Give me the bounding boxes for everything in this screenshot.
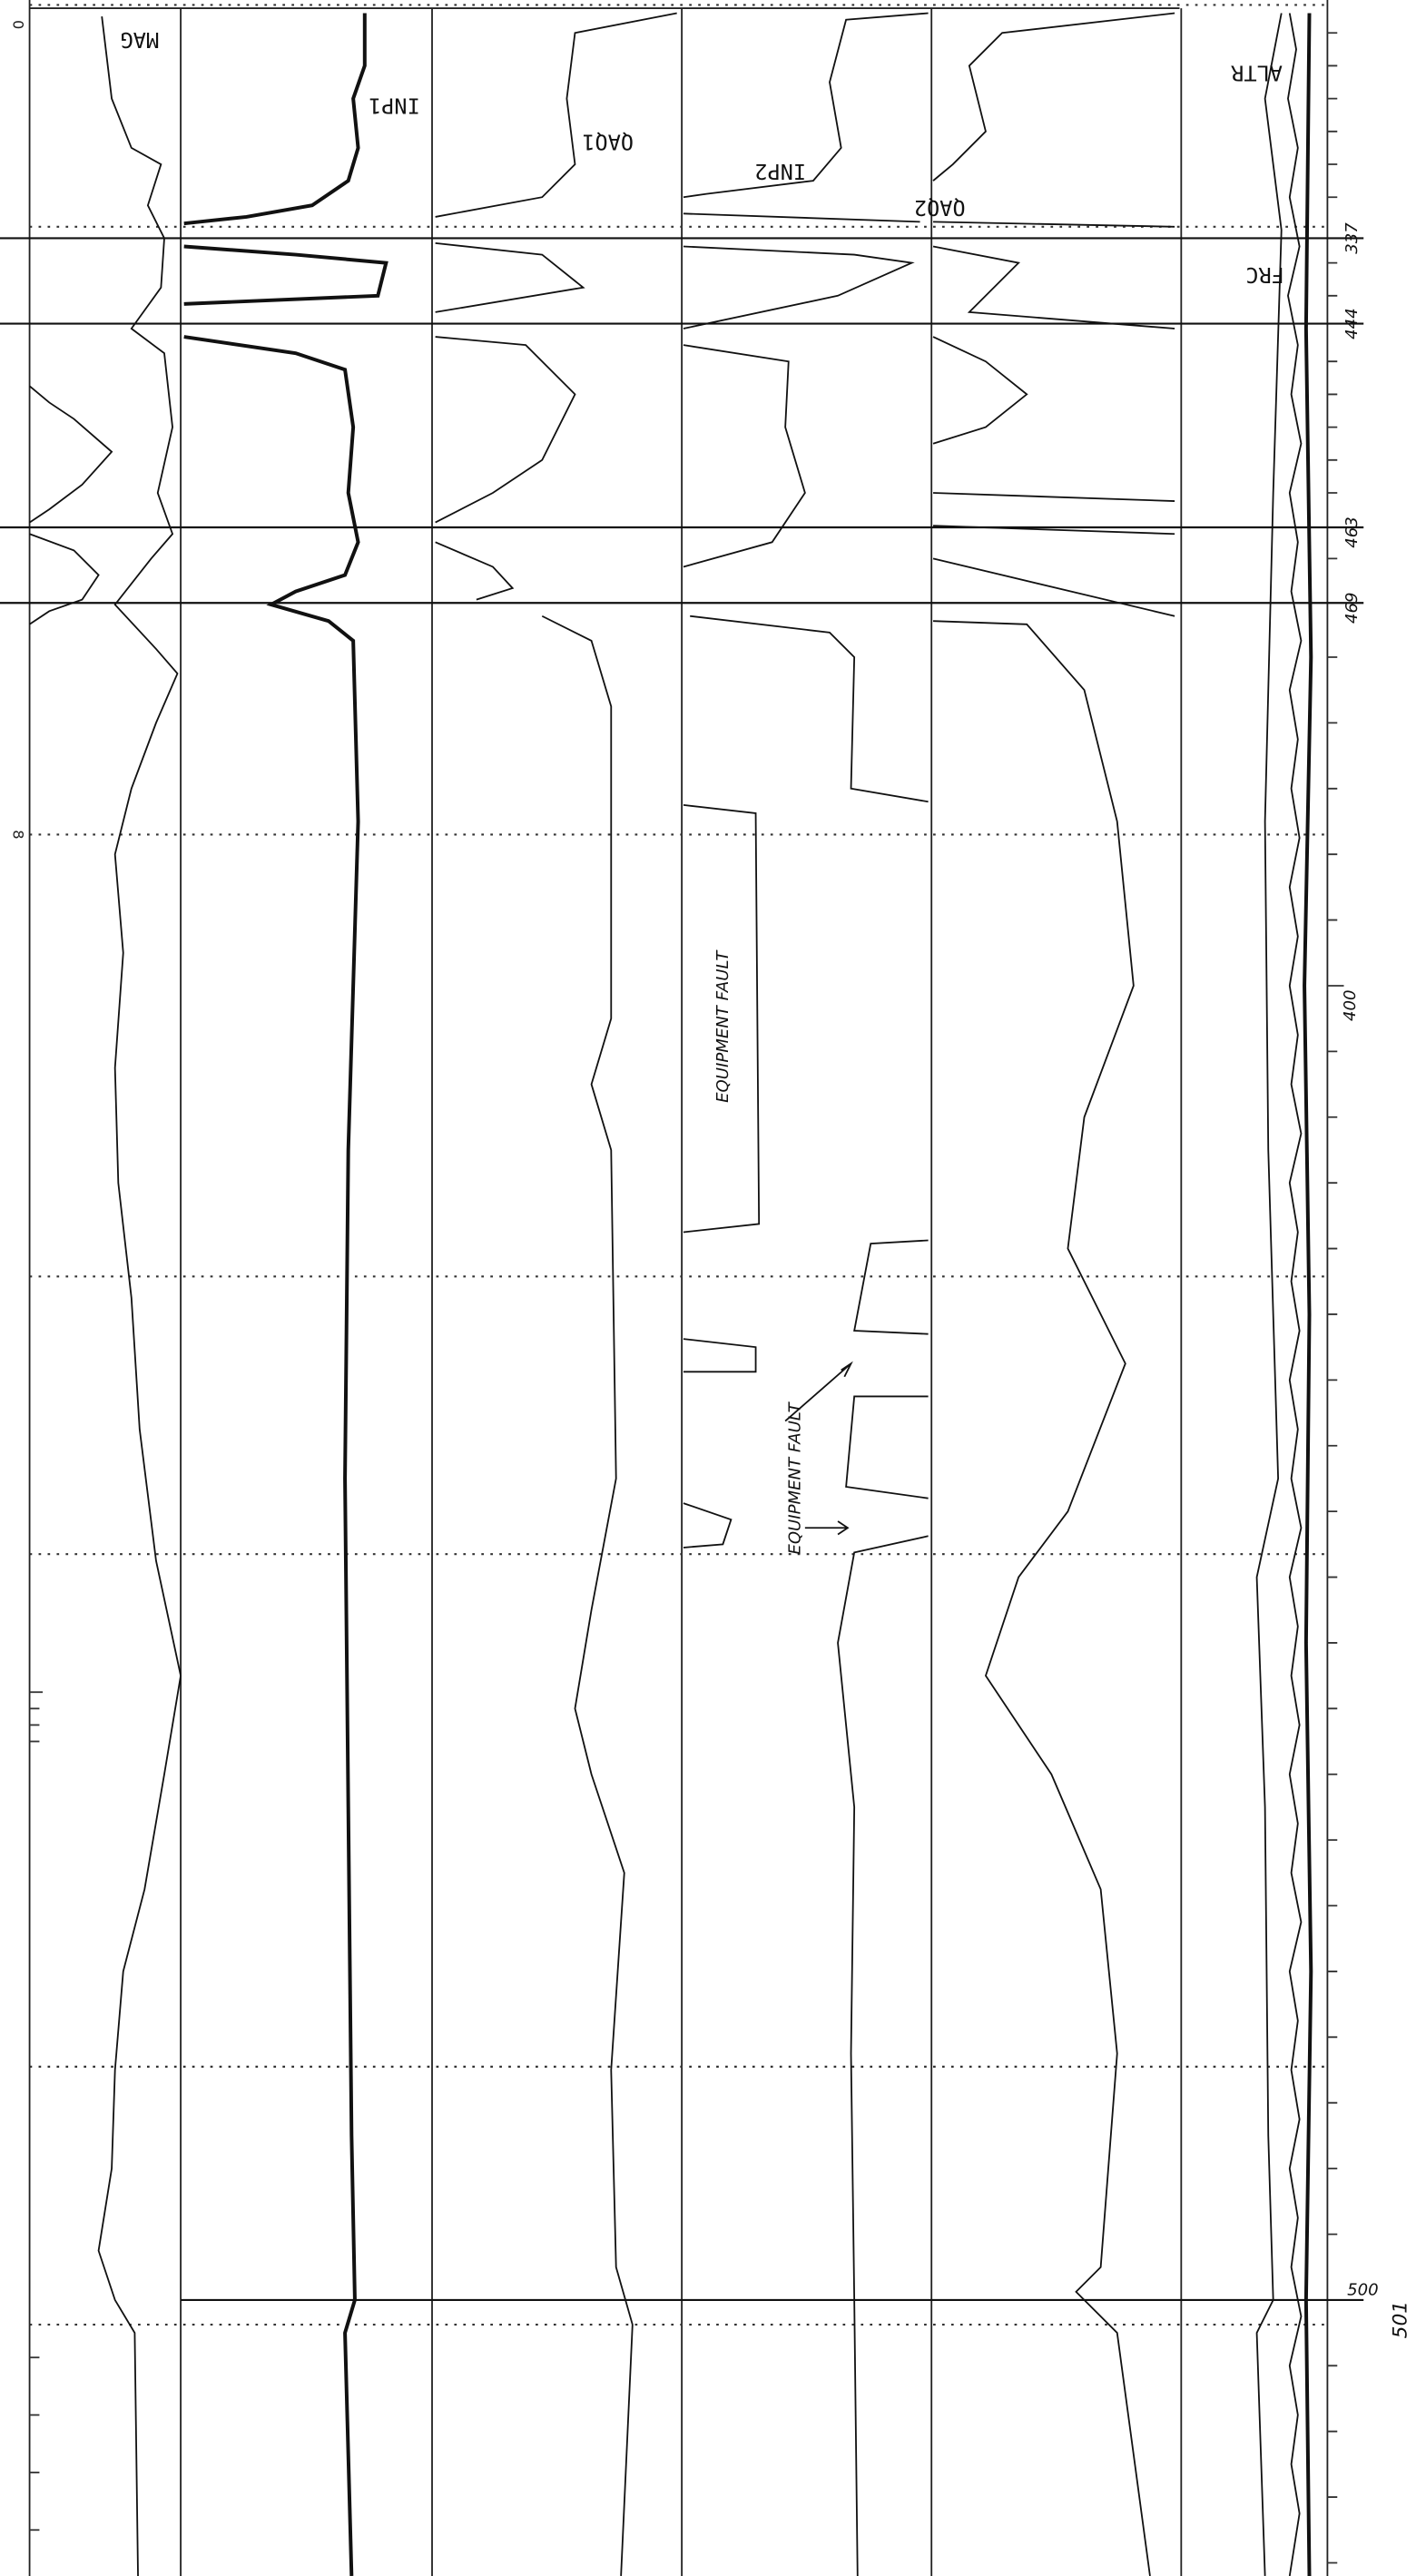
channel-label: INP1 [369,93,420,119]
altr-trace [1255,13,1283,2576]
channel-label: MAG [121,27,159,53]
depth-mark: 8 [9,830,26,839]
inp2-trace [683,12,929,2576]
channel-label: QAQ2 [914,195,966,221]
depth-mark: 0 [9,20,26,29]
qaq1-trace [435,12,677,2576]
column-frame [28,0,1329,2576]
channel-label: FRC [1245,262,1283,288]
annotation: EQUIPMENT FAULT [713,949,733,1103]
fiducial-number: 337 [1342,222,1362,254]
annotation: EQUIPMENT FAULT [785,1401,804,1554]
fault-arrows [784,1361,853,1536]
frc-trace [1303,13,1313,2576]
fiducial-number: 500 [1347,2280,1379,2299]
qaq2-trace [932,12,1175,2576]
noise-trace [1287,13,1303,2576]
scale-mark: 400 [1341,989,1360,1021]
fiducial-numbers: 337 444 463 469 500 400 501 [1341,222,1411,2339]
scale-mark: 501 [1389,2301,1411,2338]
depth-marks: 0 8 [9,20,26,840]
fiducial-number: 463 [1342,516,1362,548]
mag-trace [97,16,182,2576]
annotations: EQUIPMENT FAULT EQUIPMENT FAULT [713,949,805,1555]
fiducial-lines [0,237,1364,2301]
inp1-trace [183,13,388,2576]
traces [28,12,1313,2576]
fiducial-number: 444 [1342,308,1362,339]
channel-label: INP2 [754,159,806,184]
fiducial-number: 469 [1342,592,1362,624]
left-scale [29,1691,44,2532]
channel-label: ALTR [1230,60,1282,85]
mag-steps [28,385,113,625]
right-scale [1327,32,1344,2564]
channel-label: QAQ1 [582,129,634,154]
dotted-lines [29,4,1328,2326]
channel-labels: MAG INP1 QAQ1 INP2 QAQ2 ALTR FRC [121,27,1284,288]
